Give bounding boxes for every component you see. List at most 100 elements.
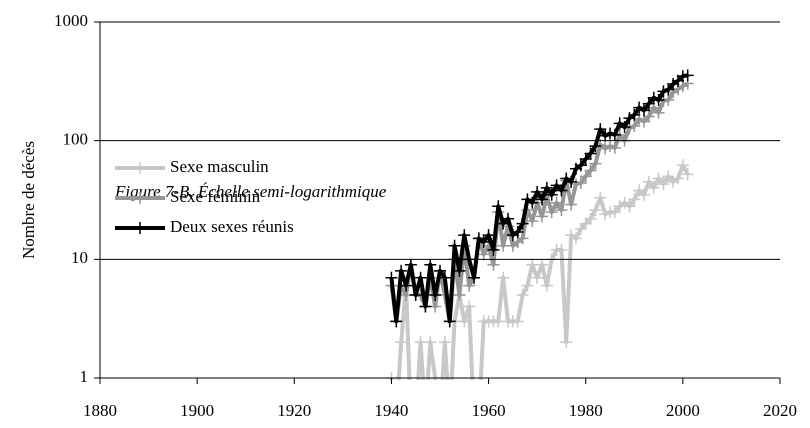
point-marker	[521, 279, 534, 292]
point-marker	[681, 69, 694, 82]
chart-annotation: Figure 7-B. Échelle semi-logarithmique	[114, 182, 387, 201]
point-marker	[657, 178, 670, 191]
y-axis-label: Nombre de décès	[19, 141, 38, 259]
point-marker	[531, 271, 544, 284]
point-marker	[599, 208, 612, 221]
point-marker	[599, 129, 612, 142]
point-marker	[642, 110, 655, 123]
legend-marker	[134, 162, 146, 174]
point-marker	[608, 128, 621, 141]
point-marker	[511, 315, 524, 328]
point-marker	[540, 279, 553, 292]
y-tick-label: 1	[80, 367, 89, 386]
point-marker	[531, 185, 544, 198]
point-marker	[390, 315, 403, 328]
point-marker	[584, 212, 597, 225]
point-marker	[448, 239, 461, 252]
point-marker	[638, 115, 650, 128]
point-marker	[545, 206, 558, 219]
point-marker	[409, 289, 422, 302]
point-marker	[638, 104, 650, 117]
point-marker	[419, 300, 432, 313]
point-marker	[395, 264, 408, 277]
point-marker	[526, 196, 539, 209]
point-marker	[579, 153, 592, 166]
point-marker	[604, 140, 616, 153]
point-marker	[555, 204, 568, 217]
point-marker	[584, 164, 597, 177]
x-tick-label: 1940	[374, 401, 408, 420]
legend-marker	[134, 192, 146, 204]
point-marker	[395, 336, 408, 349]
point-marker	[681, 168, 694, 181]
point-marker	[506, 229, 519, 242]
point-marker	[404, 258, 417, 271]
plot-area	[385, 69, 694, 424]
point-marker	[676, 159, 689, 172]
point-marker	[477, 235, 490, 248]
point-marker	[434, 412, 446, 424]
point-marker	[482, 229, 495, 242]
y-tick-label: 10	[71, 248, 88, 267]
point-marker	[570, 178, 582, 191]
point-marker	[652, 94, 665, 107]
point-marker	[662, 83, 675, 96]
point-marker	[623, 112, 636, 125]
point-marker	[647, 91, 660, 104]
point-marker	[453, 264, 466, 277]
point-marker	[419, 412, 431, 424]
point-marker	[584, 147, 597, 160]
point-marker	[579, 217, 592, 230]
y-tick-label: 100	[63, 130, 89, 149]
point-marker	[579, 170, 592, 183]
point-marker	[463, 300, 476, 313]
point-marker	[652, 172, 665, 185]
point-marker	[516, 217, 529, 230]
legend-label: Deux sexes réunis	[170, 217, 294, 236]
point-marker	[608, 141, 621, 154]
point-marker	[550, 196, 563, 209]
point-marker	[477, 248, 490, 261]
point-marker	[555, 243, 568, 256]
point-marker	[594, 191, 607, 204]
x-tick-label: 1880	[83, 401, 117, 420]
point-marker	[536, 210, 548, 223]
series-line	[389, 73, 689, 324]
x-tick-label: 1960	[472, 401, 506, 420]
x-tick-label: 2000	[666, 401, 700, 420]
point-marker	[565, 175, 578, 188]
point-marker	[414, 271, 427, 284]
point-marker	[638, 188, 650, 201]
point-marker	[438, 271, 451, 284]
point-marker	[458, 229, 471, 242]
point-marker	[628, 108, 641, 121]
point-marker	[570, 232, 582, 245]
point-marker	[516, 232, 529, 245]
x-tick-label: 1920	[277, 401, 311, 420]
point-marker	[540, 181, 553, 194]
point-marker	[536, 258, 548, 271]
legend-marker	[134, 222, 146, 234]
point-marker	[492, 200, 505, 213]
point-marker	[497, 217, 510, 230]
point-marker	[434, 264, 446, 277]
point-marker	[574, 176, 587, 189]
point-marker	[642, 175, 655, 188]
point-marker	[443, 315, 456, 328]
point-marker	[676, 80, 689, 93]
point-marker	[589, 157, 602, 170]
point-marker	[453, 289, 466, 302]
x-tick-label: 2020	[763, 401, 797, 420]
point-marker	[468, 271, 480, 284]
point-marker	[502, 212, 514, 225]
point-marker	[385, 271, 398, 284]
point-marker	[545, 188, 558, 201]
point-marker	[642, 97, 655, 110]
point-marker	[608, 206, 621, 219]
point-marker	[458, 315, 471, 328]
point-marker	[560, 336, 573, 349]
point-marker	[623, 200, 636, 213]
point-marker	[463, 279, 476, 292]
point-marker	[555, 184, 568, 197]
